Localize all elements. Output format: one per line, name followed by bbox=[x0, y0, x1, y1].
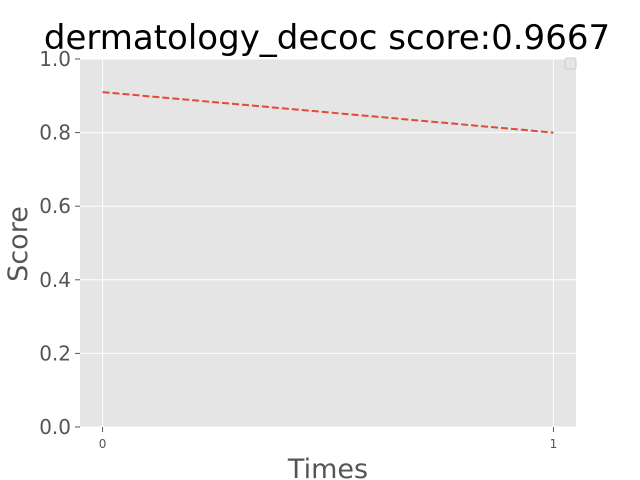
x-axis-label: Times bbox=[287, 454, 368, 480]
x-tick-label: 0 bbox=[99, 437, 107, 451]
y-tick-label: 0.0 bbox=[39, 415, 71, 439]
y-tick-labels: 0.0 0.2 0.4 0.6 0.8 1.0 bbox=[39, 47, 71, 439]
series-layer bbox=[102, 91, 554, 134]
grid bbox=[75, 58, 576, 432]
chart-title: dermatology_decoc score:0.9667 bbox=[44, 18, 610, 58]
series-line bbox=[102, 91, 554, 134]
x-tick-label: 1 bbox=[550, 437, 558, 451]
y-tick-label: 0.8 bbox=[39, 121, 71, 145]
y-tick-label: 0.4 bbox=[39, 268, 71, 292]
y-tick-label: 0.2 bbox=[39, 341, 71, 365]
plot-background bbox=[80, 59, 576, 427]
legend-box bbox=[564, 57, 577, 70]
y-tick-label: 1.0 bbox=[39, 47, 71, 71]
y-axis-label: Score bbox=[3, 206, 34, 282]
y-tick-label: 0.6 bbox=[39, 194, 71, 218]
